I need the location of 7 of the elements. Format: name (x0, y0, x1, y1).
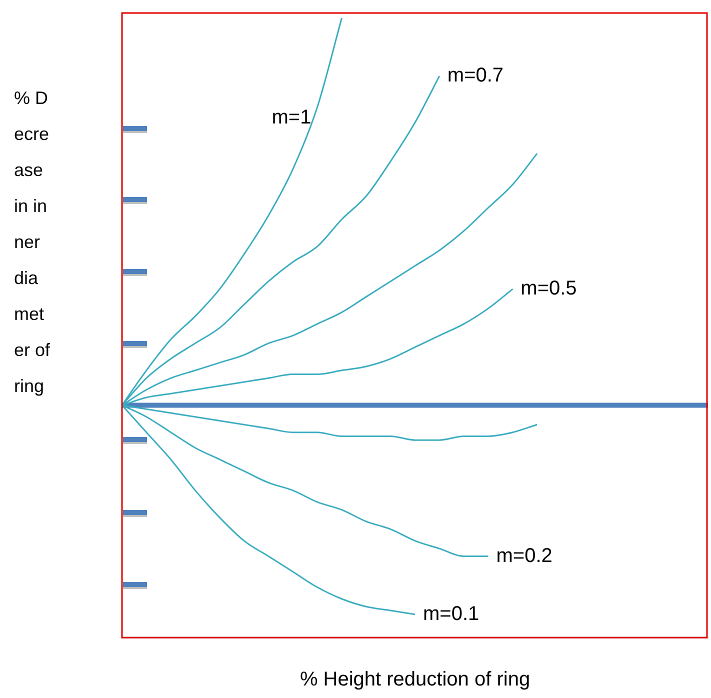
text: % Decrease in inner diameter of ring (14, 88, 50, 396)
series-label: m=0.2 (496, 544, 552, 567)
x-axis-title: % Height reduction of ring (300, 668, 530, 691)
series-label: m=0.5 (520, 278, 577, 300)
series-label: m=0.1 (423, 602, 480, 625)
series-label: m=0.7 (447, 64, 504, 87)
series-label: m=1 (272, 106, 312, 129)
